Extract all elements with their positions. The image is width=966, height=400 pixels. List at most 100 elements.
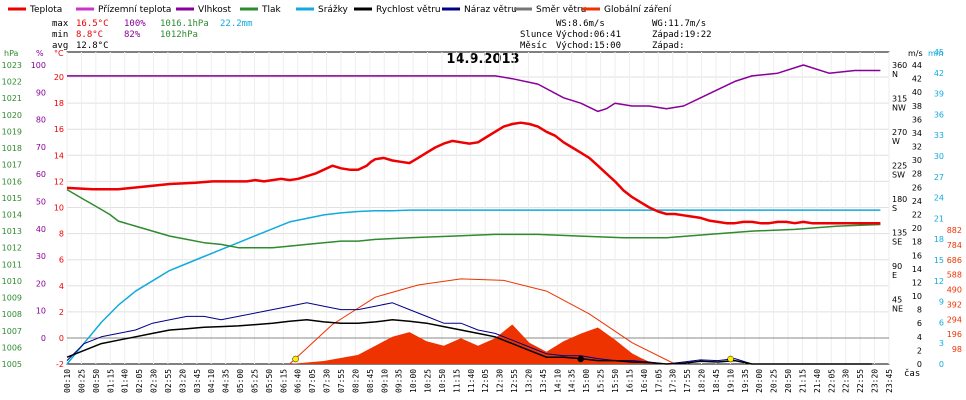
wind-dir-tick-label: 360	[892, 61, 907, 70]
temp-tick-label: 4	[59, 282, 64, 291]
humidity-tick-label: 50	[36, 198, 46, 207]
hpa-tick-label: 1010	[2, 277, 22, 286]
humidity-axis-label: %	[36, 49, 44, 58]
x-tick-label: 18:45	[712, 369, 721, 393]
hpa-tick-label: 1006	[2, 343, 22, 352]
hpa-tick-label: 1021	[2, 94, 22, 103]
wind-axis-label: m/s	[908, 49, 923, 58]
rain-line	[66, 209, 881, 365]
wind-tick-label: 30	[912, 156, 922, 165]
chart-title: 14.9.2013	[446, 52, 519, 67]
x-tick-label: 11:40	[467, 369, 476, 393]
x-tick-label: 07:55	[337, 369, 346, 393]
humidity-line	[67, 64, 881, 113]
x-tick-label: 12:55	[510, 369, 519, 393]
radiation-tick-label: 686	[947, 256, 962, 265]
temp-tick-label: 16	[54, 125, 64, 134]
x-tick-label: 12:30	[496, 369, 505, 393]
hpa-tick-label: 1022	[2, 78, 22, 87]
x-tick-label: 18:20	[698, 369, 707, 393]
x-axis-ticks: 00:10 00:25 00:50 01:15 01:40 02:05 02:30 02:55…	[63, 369, 894, 393]
legend-item-label: Vlhkost	[198, 5, 231, 15]
x-tick-label: 14:35	[568, 369, 577, 393]
wind-tick-label: 8	[917, 306, 922, 315]
x-tick-label: 22:55	[856, 369, 865, 393]
axes: 1005100610071008100910101011101210131014…	[2, 48, 962, 369]
wind-tick-label: 20	[912, 224, 922, 233]
rain-tick-label: 45	[934, 48, 944, 57]
x-tick-label: 02:55	[164, 369, 173, 393]
x-tick-label: 23:20	[871, 369, 880, 393]
humidity-tick-label: 0	[41, 334, 46, 343]
radiation-tick-label: 882	[947, 226, 962, 235]
wind-dir-tick-label: E	[892, 271, 897, 280]
temp-tick-label: 14	[54, 151, 64, 160]
temp-tick-label: -2	[56, 360, 64, 369]
x-tick-label: 06:15	[279, 369, 288, 393]
hpa-tick-label: 1023	[2, 61, 22, 70]
x-axis-unit-label: čas	[904, 368, 920, 379]
x-tick-label: 19:10	[726, 369, 735, 393]
wind-dir-tick-label: N	[892, 70, 898, 79]
radiation-tick-label: 196	[947, 330, 962, 339]
x-tick-label: 15:00	[582, 369, 591, 393]
moonrise-marker	[577, 355, 584, 363]
hpa-tick-label: 1012	[2, 244, 22, 253]
info-sun-rise: Východ:06:41	[556, 30, 621, 40]
hpa-tick-label: 1007	[2, 327, 22, 336]
x-tick-label: 11:15	[452, 369, 461, 393]
radiation-area	[289, 324, 667, 364]
stats-block: max 16.5°C 100% 1016.1hPa 22.2mm min 8.8…	[52, 19, 253, 51]
x-tick-label: 06:40	[294, 369, 303, 393]
humidity-tick-label: 90	[36, 88, 46, 97]
legend-item-label: Přízemní teplota	[98, 5, 171, 15]
humidity-tick-label: 10	[36, 307, 46, 316]
x-tick-label: 22:05	[827, 369, 836, 393]
stats-max-temp: 16.5°C	[76, 19, 109, 29]
temp-tick-label: 8	[59, 230, 64, 239]
wind-tick-label: 38	[912, 102, 922, 111]
x-tick-label: 15:25	[597, 369, 606, 393]
hpa-tick-label: 1017	[2, 161, 22, 170]
x-tick-label: 09:10	[380, 369, 389, 393]
stats-min-temp: 8.8°C	[76, 30, 103, 40]
humidity-tick-label: 70	[36, 143, 46, 152]
x-tick-label: 09:35	[395, 369, 404, 393]
legend-item-label: Globální záření	[604, 5, 672, 15]
wind-tick-label: 4	[917, 333, 922, 342]
wind-dir-tick-label: 315	[892, 95, 907, 104]
legend-item-label: Teplota	[29, 5, 62, 15]
humidity-tick-label: 40	[36, 225, 46, 234]
wind-tick-label: 12	[912, 278, 922, 287]
x-tick-label: 16:15	[625, 369, 634, 393]
humidity-tick-label: 30	[36, 252, 46, 261]
wind-dir-tick-label: SE	[892, 238, 902, 247]
rain-tick-label: 12	[934, 277, 944, 286]
hpa-tick-label: 1009	[2, 294, 22, 303]
info-wind-gust: WG:11.7m/s	[652, 19, 706, 29]
x-tick-label: 02:30	[150, 369, 159, 393]
x-tick-label: 08:20	[351, 369, 360, 393]
hpa-tick-label: 1011	[2, 260, 22, 269]
x-tick-label: 01:40	[121, 369, 130, 393]
radiation-tick-label: 490	[947, 286, 962, 295]
hpa-tick-label: 1013	[2, 227, 22, 236]
x-tick-label: 20:25	[770, 369, 779, 393]
hpa-tick-label: 1008	[2, 310, 22, 319]
temp-tick-label: 6	[59, 256, 64, 265]
legend-item-label: Srážky	[318, 5, 349, 15]
x-tick-label: 04:10	[207, 369, 216, 393]
x-tick-label: 17:30	[669, 369, 678, 393]
rain-tick-label: 42	[934, 69, 944, 78]
wind-dir-tick-label: 270	[892, 128, 907, 137]
wind-tick-label: 40	[912, 88, 922, 97]
wind-tick-label: 36	[912, 115, 922, 124]
sunset-marker	[727, 355, 734, 363]
info-moon-label: Měsíc	[520, 41, 547, 51]
grid	[66, 52, 890, 364]
humidity-tick-label: 80	[36, 116, 46, 125]
rain-tick-label: 15	[934, 256, 944, 265]
wind-tick-label: 26	[912, 183, 922, 192]
legend: Teplota Přízemní teplota Vlhkost Tlak Srážky…	[8, 5, 672, 15]
